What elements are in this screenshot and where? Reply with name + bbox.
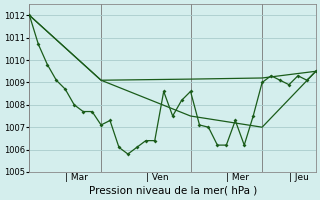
- Text: | Mer: | Mer: [226, 173, 249, 182]
- Text: | Ven: | Ven: [146, 173, 168, 182]
- X-axis label: Pression niveau de la mer( hPa ): Pression niveau de la mer( hPa ): [89, 186, 257, 196]
- Text: | Mar: | Mar: [65, 173, 88, 182]
- Text: | Jeu: | Jeu: [289, 173, 309, 182]
